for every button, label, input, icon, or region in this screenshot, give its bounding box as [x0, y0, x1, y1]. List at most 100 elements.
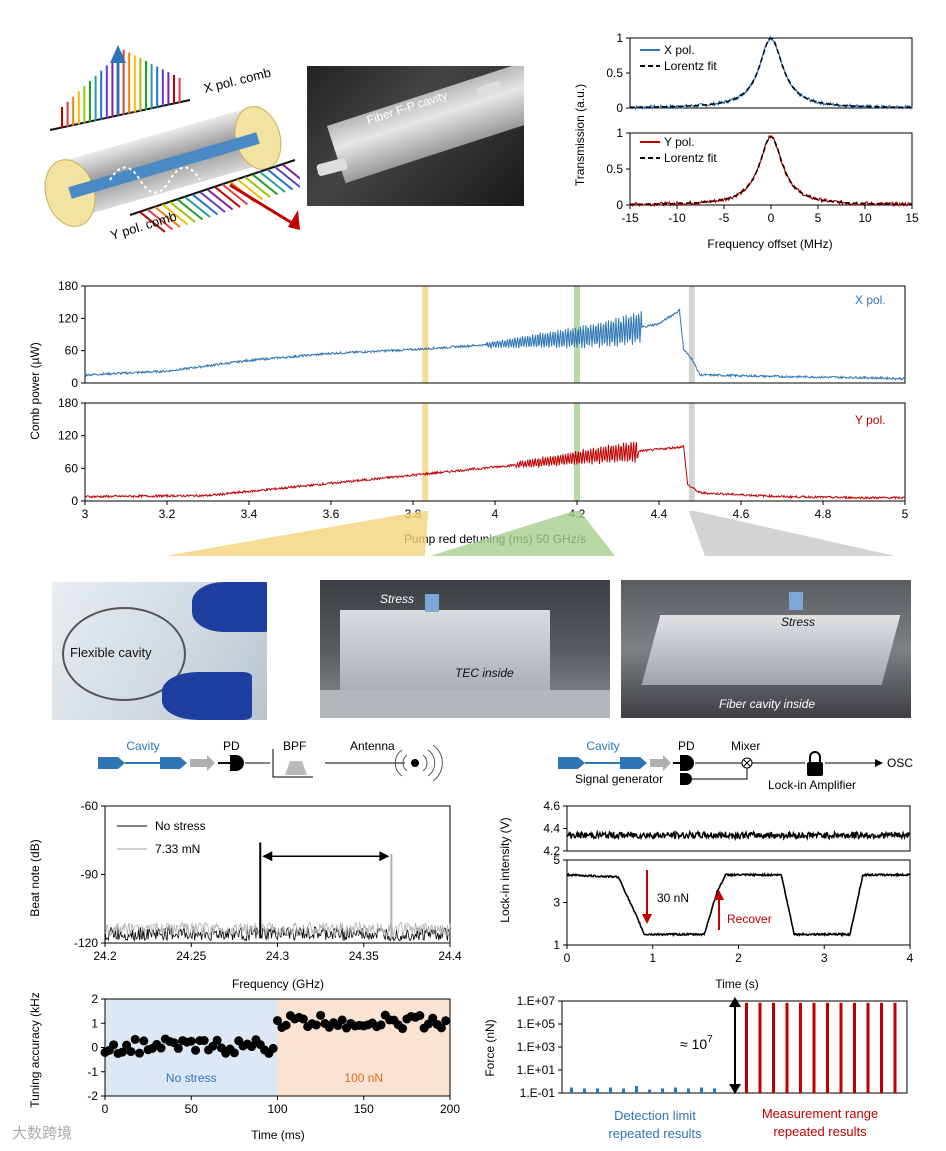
force-ylabel: Force (nN): [483, 1019, 497, 1076]
comb-1-xtick-label: 5: [902, 507, 909, 521]
transmission-0-ytick-label: 1: [616, 31, 623, 45]
tuning-point: [109, 1040, 119, 1050]
lockin-bottom-xtick-label: 3: [821, 951, 828, 965]
watermark: 大数跨境: [12, 1125, 73, 1142]
beat-xtick-label: 24.25: [176, 949, 206, 963]
tuning-xtick-label: 50: [185, 1102, 199, 1116]
transmission-chart: Transmission (a.u.) Frequency offset (MH…: [573, 31, 919, 251]
comb-1-ytick-label: 0: [71, 494, 78, 508]
setup-right-pd: PD: [678, 739, 695, 753]
y-comb-tooth: [281, 163, 300, 180]
force-bar-detection: [700, 1087, 703, 1093]
comb-0-ytick-label: 0: [71, 376, 78, 390]
tuning-point: [229, 1048, 239, 1058]
tuning-point: [212, 1035, 222, 1045]
transmission-1-ytick-label: 1: [616, 126, 623, 140]
tuning-accuracy-chart: Tuning accuracy (kHz) Time (ms) No stres…: [28, 993, 460, 1142]
beat-note-chart: Beat note (dB) Frequency (GHz) -60 -90 -12…: [28, 799, 462, 991]
transmission-ylabel: Transmission (a.u.): [573, 84, 587, 186]
force-chart: Force (nN) 1.E+07 1.E+05 1.E+03 1.E+01 1.E-0…: [483, 994, 908, 1141]
force-bar-range: [772, 1002, 775, 1093]
y-comb-tooth: [251, 173, 279, 196]
tuning-point: [247, 1042, 257, 1052]
tec-stress-photo: Stress TEC inside: [320, 580, 610, 718]
zoom-fan: [688, 511, 895, 556]
comb-label-x: X pol.: [855, 293, 886, 307]
tuning-xtick-label: 200: [440, 1102, 460, 1116]
comb-0-frame: [84, 285, 906, 384]
tuning-ylabel: Tuning accuracy (kHz): [28, 993, 42, 1108]
setup-right-mixer: Mixer: [731, 739, 760, 753]
cavity-schematic: X pol. comb Brillouin Y pol. comb: [44, 45, 300, 240]
transmission-1-xtick-label: 15: [905, 211, 919, 225]
tuning-point: [298, 1014, 308, 1024]
transmission-1-xtick-label: -15: [621, 211, 639, 225]
fiber-cavity-photo: Stress Fiber cavity inside: [621, 580, 911, 718]
beat-ylabel: Beat note (dB): [28, 839, 42, 916]
tuning-point: [135, 1048, 144, 1058]
tuning-region-label-1: 100 nN: [344, 1071, 383, 1085]
transmission-fit-1: [630, 135, 912, 206]
svg-text:Lorentz fit: Lorentz fit: [664, 59, 717, 73]
transmission-legend-y: Y pol. Lorentz fit: [640, 135, 717, 165]
transmission-1-xtick-label: -5: [719, 211, 730, 225]
svg-text:≈ 107: ≈ 107: [680, 1034, 713, 1052]
y-comb-tooth: [139, 211, 166, 233]
lockin-bottom-xtick-label: 4: [907, 951, 914, 965]
tuning-point: [199, 1036, 209, 1046]
force-bar-range: [745, 1002, 748, 1093]
beat-noise-no-stress: [104, 925, 451, 942]
lockin-xlabel: Time (s): [715, 977, 759, 991]
lockin-annotation-force: 30 nN: [642, 870, 689, 924]
force-bar-range: [866, 1002, 870, 1093]
tuning-xlabel: Time (ms): [251, 1128, 305, 1142]
y-comb-tooth: [199, 191, 226, 213]
comb-1-ytick-label: 180: [58, 396, 78, 410]
x-comb-lines: [49, 45, 191, 131]
transmission-trace-0: [629, 35, 913, 111]
force-ytick-label: 1.E+07: [517, 994, 556, 1008]
stress-label-2: Stress: [781, 615, 816, 629]
setup-right-cavity: Cavity: [586, 739, 619, 753]
force-bar-detection: [674, 1087, 677, 1093]
detuning-band: [422, 286, 429, 383]
force-label-right-2: repeated results: [773, 1124, 867, 1139]
beat-ytick-label: -90: [81, 868, 99, 882]
force-label-right-1: Measurement range: [762, 1106, 878, 1121]
y-comb-tooth: [161, 203, 189, 226]
y-comb-tooth: [274, 166, 300, 188]
comb-1-xtick-label: 4.8: [815, 507, 832, 521]
detuning-band: [422, 403, 429, 501]
force-bar-detection: [635, 1086, 638, 1093]
y-comb-label: Y pol. comb: [108, 209, 178, 240]
comb-1-xtick-label: 3.2: [159, 507, 176, 521]
force-bar-range: [839, 1002, 843, 1093]
tuning-point: [337, 1015, 347, 1025]
tuning-point: [122, 1040, 132, 1050]
force-bar-range: [853, 1002, 856, 1093]
stress-label-1: Stress: [380, 592, 415, 606]
comb-1-xtick-label: 4.4: [651, 507, 668, 521]
tuning-point: [186, 1036, 196, 1046]
beat-arrow-head: [262, 851, 273, 862]
force-label-left-1: Detection limit: [614, 1108, 696, 1123]
force-bar-range: [758, 1002, 762, 1093]
transmission-xlabel: Frequency offset (MHz): [707, 237, 832, 251]
force-bar-range: [826, 1002, 829, 1093]
force-bar-range: [785, 1002, 789, 1093]
tuning-xtick-label: 0: [102, 1102, 109, 1116]
comb-1-xtick-label: 4.6: [733, 507, 750, 521]
transmission-1-ytick-label: 0: [616, 198, 623, 212]
force-bar-detection: [648, 1089, 651, 1093]
lockin-bottom-trace: [566, 872, 911, 938]
y-comb-tooth: [184, 196, 211, 218]
tuning-point: [139, 1036, 149, 1046]
lockin-bottom-xtick-label: 0: [564, 951, 571, 965]
svg-text:Lorentz fit: Lorentz fit: [664, 151, 717, 165]
svg-text:Y pol.: Y pol.: [664, 135, 694, 149]
y-comb-tooth: [169, 201, 196, 223]
svg-text:7.33 mN: 7.33 mN: [155, 842, 200, 856]
beat-xlabel: Frequency (GHz): [232, 977, 324, 991]
force-bar-range: [880, 1002, 883, 1093]
transmission-0-ytick-label: 0: [616, 101, 623, 115]
